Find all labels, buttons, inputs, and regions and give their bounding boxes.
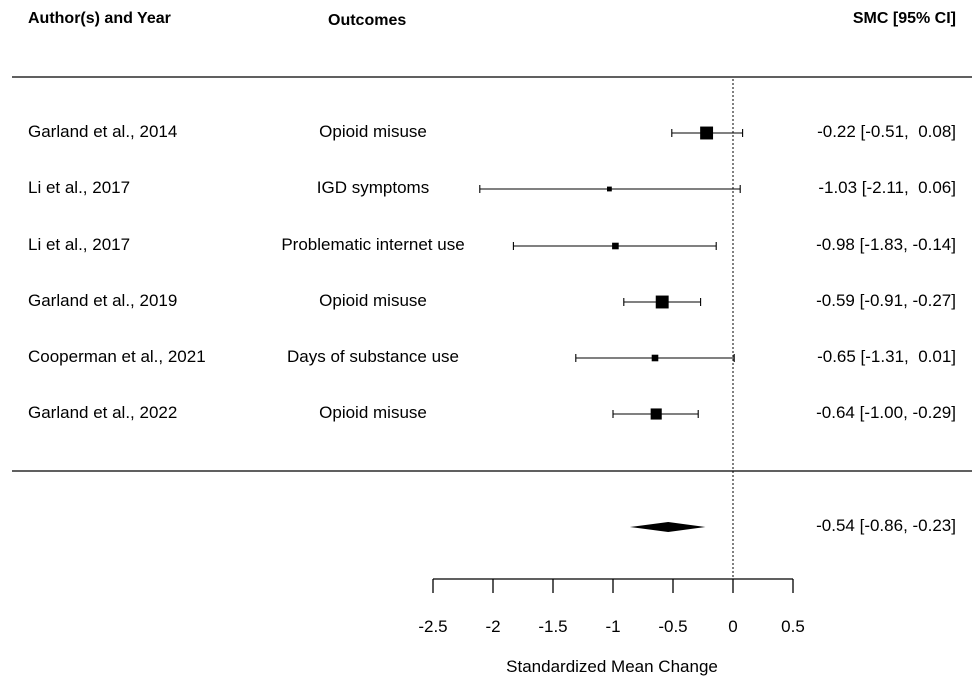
x-tick-label: 0 — [728, 617, 737, 636]
header-smc: SMC [95% CI] — [852, 10, 956, 27]
study-smc-label: -1.03 [-2.11, 0.06] — [818, 178, 956, 197]
study-smc-label: -0.98 [-1.83, -0.14] — [816, 235, 956, 254]
study-author: Garland et al., 2022 — [28, 403, 178, 422]
study-author: Cooperman et al., 2021 — [28, 347, 206, 366]
study-smc-label: -0.22 [-0.51, 0.08] — [817, 122, 956, 141]
study-author: Garland et al., 2019 — [28, 291, 178, 310]
point-estimate — [607, 186, 612, 192]
study-outcome: Opioid misuse — [319, 122, 427, 141]
point-estimate — [650, 408, 662, 420]
study-outcome: IGD symptoms — [316, 178, 430, 197]
x-tick-label: -1 — [605, 617, 620, 636]
x-tick-label: -1.5 — [538, 617, 567, 636]
study-outcome: Days of substance use — [287, 347, 459, 366]
point-estimate — [655, 295, 669, 309]
point-estimate — [612, 242, 619, 250]
study-author: Li et al., 2017 — [28, 235, 131, 254]
point-estimate — [651, 354, 659, 362]
x-axis-label: Standardized Mean Change — [506, 657, 718, 676]
x-tick-label: -2 — [485, 617, 500, 636]
summary-label: -0.54 [-0.86, -0.23] — [816, 516, 956, 535]
summary-diamond — [629, 522, 706, 532]
study-smc-label: -0.64 [-1.00, -0.29] — [816, 403, 956, 422]
header-author: Author(s) and Year — [28, 10, 171, 27]
study-smc-label: -0.59 [-0.91, -0.27] — [816, 291, 956, 310]
study-outcome: Problematic internet use — [281, 235, 465, 254]
x-tick-label: -0.5 — [658, 617, 687, 636]
x-tick-label: -2.5 — [418, 617, 447, 636]
header-outcome: Outcomes — [328, 12, 407, 29]
point-estimate — [700, 126, 714, 140]
study-author: Garland et al., 2014 — [28, 122, 178, 141]
study-smc-label: -0.65 [-1.31, 0.01] — [817, 347, 956, 366]
study-outcome: Opioid misuse — [319, 291, 427, 310]
study-author: Li et al., 2017 — [28, 178, 131, 197]
study-outcome: Opioid misuse — [319, 403, 427, 422]
x-tick-label: 0.5 — [781, 617, 805, 636]
